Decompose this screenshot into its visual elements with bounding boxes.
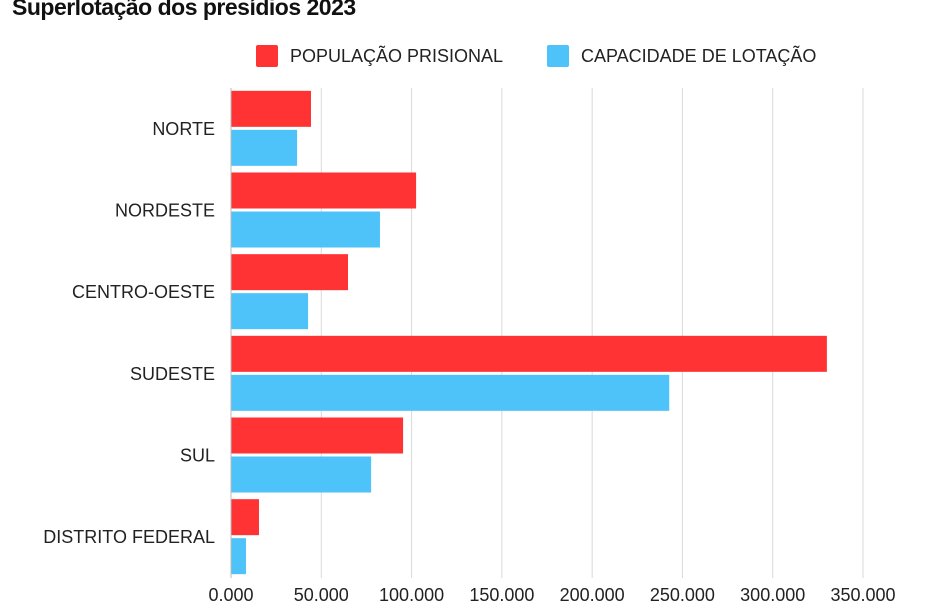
y-category-label: SUDESTE [130,364,215,384]
y-category-label: CENTRO-OESTE [72,282,215,302]
x-tick-label: 100.000 [379,585,444,605]
x-tick-label: 250.000 [650,585,715,605]
x-tick-label: 150.000 [469,585,534,605]
legend-label: CAPACIDADE DE LOTAÇÃO [581,45,817,66]
x-tick-label: 300.000 [740,585,805,605]
bar-capacidade-nordeste [231,211,380,248]
bar-populacao-norte [231,90,311,127]
y-category-label: DISTRITO FEDERAL [43,527,215,547]
legend-item-capacidade: CAPACIDADE DE LOTAÇÃO [547,45,816,67]
bar-capacidade-norte [231,129,298,166]
bar-capacidade-distrito-federal [231,538,246,575]
y-category-label: NORTE [152,119,215,139]
x-tick-label: 350.000 [830,585,895,605]
legend-item-populacao: POPULAÇÃO PRISIONAL [256,45,503,67]
x-tick-label: 200.000 [560,585,625,605]
bar-populacao-sudeste [231,335,827,372]
bar-populacao-sul [231,417,404,454]
bar-populacao-nordeste [231,172,417,209]
y-category-label: SUL [180,446,215,466]
chart-title: Superlotação dos presídios 2023 [12,0,356,20]
bar-capacidade-sudeste [231,374,670,411]
bar-capacidade-centro-oeste [231,293,309,330]
y-category-label: NORDESTE [115,201,215,221]
legend-swatch-red [256,45,278,67]
bar-capacidade-sul [231,456,372,493]
legend-label: POPULAÇÃO PRISIONAL [290,45,504,66]
legend-swatch-blue [547,45,569,67]
bar-populacao-centro-oeste [231,254,349,291]
bar-populacao-distrito-federal [231,499,259,536]
x-tick-label: 50.000 [294,585,349,605]
x-tick-label: 0.000 [208,585,253,605]
